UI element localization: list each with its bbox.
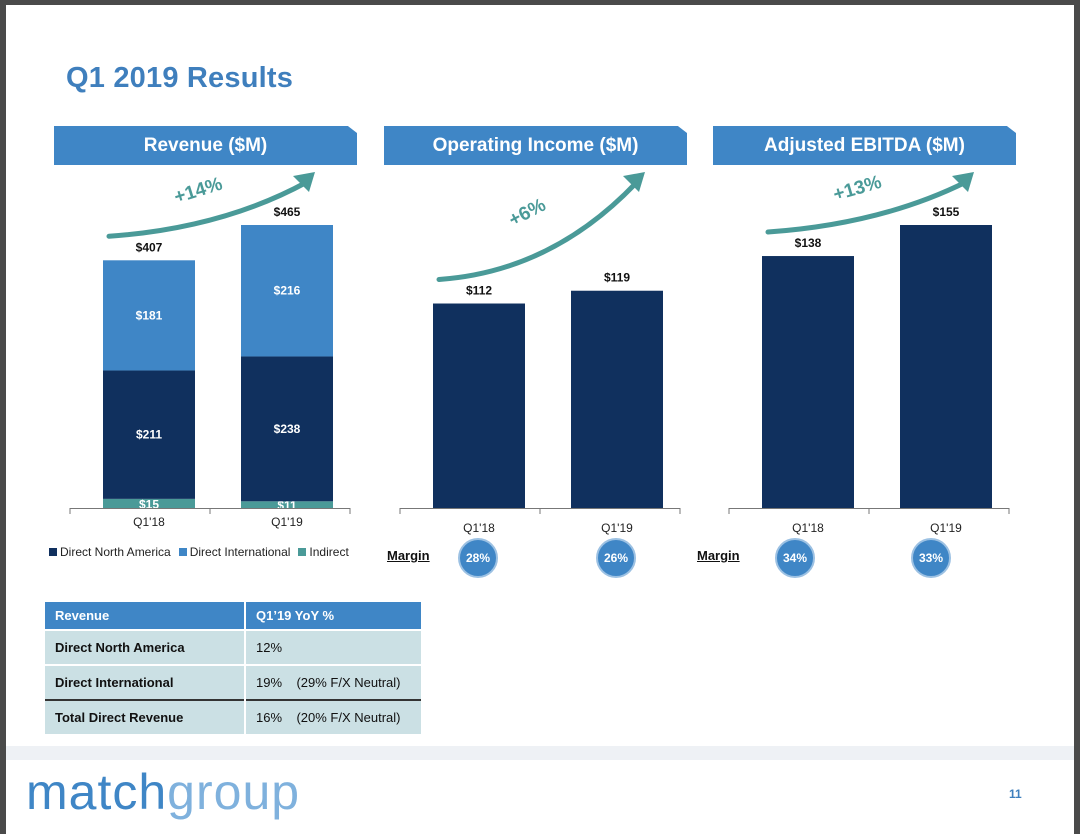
operating-income-chart-svg: $112 $119 Q1'18 Q1'19 +6%	[399, 172, 681, 535]
bar-value-label: $138	[795, 236, 822, 250]
x-tick-label: Q1'18	[463, 521, 495, 535]
operating-income-chart-header: Operating Income ($M)	[384, 126, 687, 165]
bar-segment-label: $211	[136, 428, 162, 442]
bar-segment-label: $181	[136, 308, 163, 322]
revenue-yoy-table: Revenue Q1’19 YoY % Direct North America…	[45, 602, 421, 734]
bar-value-label: $119	[604, 271, 630, 285]
bar	[433, 303, 525, 508]
x-tick-label: Q1'18	[133, 515, 165, 529]
bar-segment-direct-north-america	[103, 370, 195, 499]
legend-swatch	[49, 548, 57, 556]
growth-arrow-head	[952, 172, 974, 192]
table-row: Direct North America 12%	[45, 629, 421, 665]
revenue-legend: Direct North America Direct Internationa…	[49, 545, 349, 559]
table-header-row: Revenue Q1’19 YoY %	[45, 602, 421, 630]
revenue-chart-svg: $15 $211 $181 $407 $11 $238 $216 $465 Q1'18 Q1'19…	[69, 172, 351, 529]
operating-margin-badge-q1-19: 26%	[596, 538, 636, 578]
growth-arrow-shaft	[436, 179, 640, 283]
table-header-yoy: Q1’19 YoY %	[244, 602, 421, 630]
bar-total-label: $407	[136, 240, 163, 254]
slide: Q1 2019 Results Revenue ($M) Operating I…	[6, 5, 1074, 834]
slide-title: Q1 2019 Results	[66, 62, 294, 94]
legend-swatch	[178, 548, 187, 556]
x-tick-label: Q1'18	[792, 521, 824, 535]
page-number: 11	[1009, 787, 1022, 801]
adjusted-ebitda-chart: $138 $155 Q1'18 Q1'19 +13%	[713, 5, 1023, 545]
x-tick-label: Q1'19	[271, 515, 303, 529]
ebitda-margin-badge-q1-19: 33%	[911, 538, 951, 578]
operating-income-chart: $112 $119 Q1'18 Q1'19 +6%	[384, 5, 694, 545]
bar-segment-label: $15	[139, 497, 159, 511]
x-tick-label: Q1'19	[601, 521, 633, 535]
table-cell-value: 16% (20% F/X Neutral)	[244, 699, 421, 734]
revenue-chart-header: Revenue ($M)	[54, 126, 357, 165]
bar	[900, 225, 992, 508]
table-row-total: Total Direct Revenue 16% (20% F/X Neutra…	[45, 699, 421, 734]
bar-total-label: $465	[274, 205, 301, 219]
bar-segment-indirect	[241, 501, 333, 508]
legend-item-indirect: Indirect	[298, 545, 349, 559]
legend-label: Indirect	[309, 545, 349, 559]
operating-margin-badge-q1-18: 28%	[458, 538, 498, 578]
legend-item-direct-north-america: Direct North America	[49, 545, 171, 559]
table-header-revenue: Revenue	[45, 602, 245, 630]
growth-label: +6%	[506, 195, 550, 232]
legend-label: Direct North America	[60, 545, 171, 559]
growth-arrow-head	[623, 172, 645, 192]
bar-segment-label: $216	[274, 284, 301, 298]
revenue-chart: $15 $211 $181 $407 $11 $238 $216 $465 Q1'18 Q1'19…	[54, 5, 364, 545]
table-cell-label: Total Direct Revenue	[45, 699, 245, 734]
bar-segment-direct-international	[103, 260, 195, 371]
bar-segment-label: $11	[277, 499, 297, 513]
footer-band	[6, 746, 1074, 760]
bar-segment-direct-north-america	[241, 356, 333, 502]
growth-arrow-shaft	[765, 179, 969, 235]
adjusted-ebitda-chart-svg: $138 $155 Q1'18 Q1'19 +13%	[728, 172, 1010, 535]
table-cell-value: 19% (29% F/X Neutral)	[244, 664, 421, 700]
table-cell-label: Direct North America	[45, 629, 245, 665]
growth-arrow-head	[293, 172, 315, 192]
logo-text-group: group	[167, 764, 301, 820]
bar-segment-indirect	[103, 498, 195, 508]
legend-swatch	[298, 548, 307, 556]
matchgroup-logo: matchgroup	[26, 767, 300, 817]
bar-value-label: $155	[933, 205, 960, 219]
table-cell-label: Direct International	[45, 664, 245, 700]
table-cell-value: 12%	[244, 629, 421, 665]
x-tick-label: Q1'19	[930, 521, 962, 535]
legend-item-direct-international: Direct International	[178, 545, 291, 559]
logo-text-match: match	[26, 764, 168, 820]
legend-label: Direct International	[189, 545, 291, 559]
bar-segment-direct-international	[241, 225, 333, 357]
growth-label: +14%	[172, 174, 225, 209]
bar-segment-label: $238	[274, 422, 301, 436]
bar	[571, 290, 663, 508]
bar-value-label: $112	[466, 284, 492, 298]
table-row: Direct International 19% (29% F/X Neutra…	[45, 664, 421, 700]
ebitda-margin-label: Margin	[697, 548, 740, 563]
ebitda-margin-badge-q1-18: 34%	[775, 538, 815, 578]
operating-margin-label: Margin	[387, 548, 430, 563]
growth-arrow-shaft	[106, 179, 310, 239]
bar	[762, 256, 854, 508]
growth-label: +13%	[831, 172, 884, 206]
adjusted-ebitda-chart-header: Adjusted EBITDA ($M)	[713, 126, 1016, 165]
